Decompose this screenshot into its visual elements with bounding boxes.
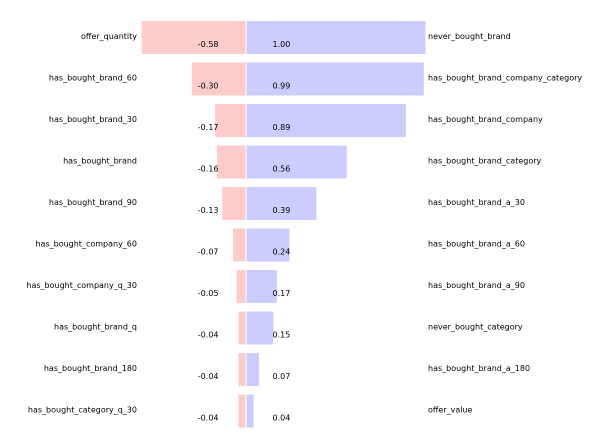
left-category-label: has_bought_brand_30 xyxy=(49,115,137,124)
negative-value-label: -0.04 xyxy=(198,414,219,423)
right-category-label: has_bought_brand_a_30 xyxy=(428,198,525,207)
negative-value-label: -0.05 xyxy=(198,289,219,298)
positive-value-label: 0.99 xyxy=(273,82,291,91)
negative-bar xyxy=(222,187,246,220)
right-category-label: has_bought_brand_company xyxy=(428,115,543,124)
positive-value-label: 0.56 xyxy=(273,165,291,174)
positive-value-label: 0.04 xyxy=(273,414,291,423)
left-category-label: has_bought_brand_90 xyxy=(49,198,137,207)
right-category-label: never_bought_brand xyxy=(428,32,511,41)
negative-bar xyxy=(238,311,246,345)
negative-bar xyxy=(236,270,246,303)
positive-bar xyxy=(246,228,290,262)
negative-bar xyxy=(191,62,246,96)
category-labels: offer_quantity has_bought_brand_60 has_bou… xyxy=(26,32,582,415)
positive-value-label: 1.00 xyxy=(273,40,291,49)
negative-value-label: -0.30 xyxy=(198,82,219,91)
positive-bars xyxy=(246,21,426,428)
positive-value-label: 0.07 xyxy=(273,372,291,381)
left-category-label: has_bought_brand_q xyxy=(54,323,137,332)
positive-value-label: 0.24 xyxy=(273,248,291,257)
negative-bar xyxy=(216,145,246,179)
negative-bars xyxy=(141,21,246,428)
left-category-label: has_bought_brand_180 xyxy=(44,364,137,373)
right-category-label: has_bought_brand_a_180 xyxy=(428,364,530,373)
positive-bar xyxy=(246,21,426,54)
negative-value-label: -0.16 xyxy=(198,165,219,174)
left-category-label: has_bought_company_q_30 xyxy=(26,281,137,290)
negative-bar xyxy=(238,353,246,386)
positive-bar xyxy=(246,145,347,179)
left-category-label: has_bought_category_q_30 xyxy=(28,406,137,415)
negative-value-label: -0.04 xyxy=(198,331,219,340)
negative-bar xyxy=(141,21,246,54)
right-category-label: offer_value xyxy=(428,406,473,415)
left-category-label: offer_quantity xyxy=(81,32,137,41)
positive-bar xyxy=(246,62,424,96)
negative-value-label: -0.04 xyxy=(198,372,219,381)
negative-bar xyxy=(238,394,246,428)
positive-value-label: 0.15 xyxy=(273,331,291,340)
right-category-label: has_bought_brand_a_60 xyxy=(428,240,525,249)
left-category-label: has_bought_brand_60 xyxy=(49,74,137,83)
value-labels: -0.58 -0.30 -0.17 -0.16 -0.13 -0.07 -0.05 -0.04… xyxy=(198,40,291,423)
positive-bar xyxy=(246,394,254,428)
positive-bar xyxy=(246,187,317,220)
positive-bar xyxy=(246,270,277,303)
positive-bar xyxy=(246,353,260,386)
right-category-label: has_bought_brand_company_category xyxy=(428,74,582,83)
right-category-label: never_bought_category xyxy=(428,323,523,332)
positive-value-label: 0.89 xyxy=(273,123,291,132)
negative-bar xyxy=(215,104,246,137)
right-category-label: has_bought_brand_a_90 xyxy=(428,281,525,290)
positive-value-label: 0.39 xyxy=(273,206,291,215)
left-category-label: has_bought_brand xyxy=(63,157,137,166)
positive-value-label: 0.17 xyxy=(273,289,291,298)
negative-value-label: -0.07 xyxy=(198,248,219,257)
negative-bar xyxy=(232,228,246,262)
positive-bar xyxy=(246,311,274,345)
left-category-label: has_bought_company_60 xyxy=(35,240,137,249)
negative-value-label: -0.17 xyxy=(198,123,219,132)
negative-value-label: -0.58 xyxy=(198,40,219,49)
positive-bar xyxy=(246,104,406,137)
negative-value-label: -0.13 xyxy=(198,206,219,215)
right-category-label: has_bought_brand_category xyxy=(428,157,542,166)
